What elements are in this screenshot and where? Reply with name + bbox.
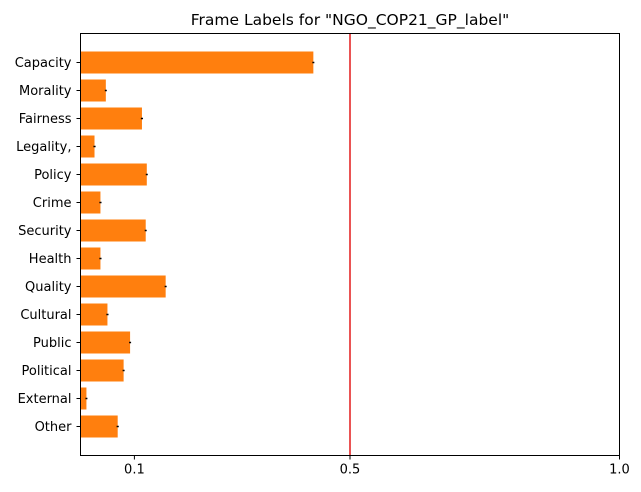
- y-tick-label-policy: Policy: [34, 168, 72, 183]
- bar-cultural: [80, 303, 108, 326]
- bar-fairness: [80, 107, 142, 130]
- bar-public: [80, 331, 131, 354]
- x-tick-label-0: 0.1: [124, 463, 145, 478]
- y-tick-label-external: External: [18, 392, 72, 407]
- bar-crime: [80, 191, 101, 214]
- y-tick-label-security: Security: [18, 224, 72, 239]
- bar-capacity: [80, 51, 314, 74]
- y-axis: Capacity Morality Fairness Legality, Policy C…: [15, 56, 81, 435]
- x-axis: 0.1 0.5 1.0: [124, 455, 630, 478]
- bar-quality: [80, 275, 166, 298]
- y-tick-label-political: Political: [22, 364, 72, 379]
- bar-legality: [80, 135, 95, 158]
- bar-external: [80, 387, 87, 410]
- y-tick-label-capacity: Capacity: [15, 56, 72, 71]
- y-tick-label-crime: Crime: [33, 196, 72, 211]
- bar-other: [80, 415, 118, 438]
- x-tick-label-2: 1.0: [609, 463, 630, 478]
- y-tick-label-cultural: Cultural: [20, 308, 71, 323]
- y-tick-label-quality: Quality: [25, 280, 72, 295]
- error-bars-layer: [85, 61, 315, 428]
- y-tick-label-other: Other: [35, 420, 73, 435]
- bar-morality: [80, 79, 106, 102]
- bar-security: [80, 219, 146, 242]
- y-tick-label-fairness: Fairness: [19, 112, 72, 127]
- bar-political: [80, 359, 124, 382]
- bar-health: [80, 247, 101, 270]
- y-tick-label-morality: Morality: [19, 84, 72, 99]
- y-tick-label-public: Public: [33, 336, 71, 351]
- chart-title: Frame Labels for "NGO_COP21_GP_label": [191, 11, 510, 30]
- x-tick-label-1: 0.5: [340, 463, 361, 478]
- bar-policy: [80, 163, 147, 186]
- y-tick-label-legality: Legality,: [16, 140, 71, 155]
- y-tick-label-health: Health: [29, 252, 72, 267]
- bars-layer: [80, 51, 314, 438]
